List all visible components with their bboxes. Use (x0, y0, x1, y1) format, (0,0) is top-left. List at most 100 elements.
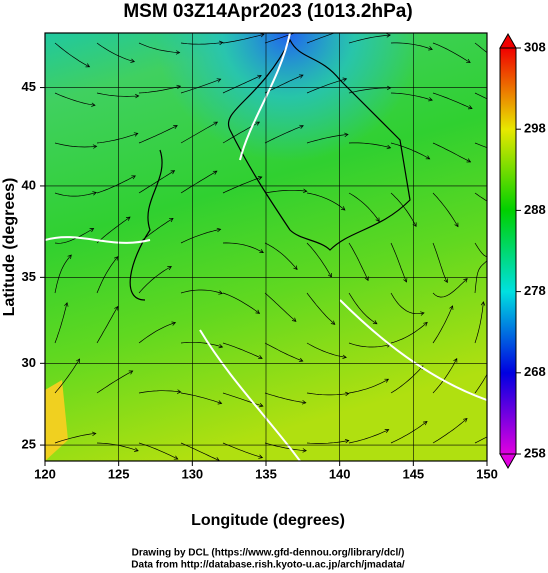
y-tick-label: 25 (22, 437, 36, 452)
streamline (474, 436, 487, 444)
streamline-arrow (298, 357, 304, 363)
streamline-arrow (453, 357, 458, 363)
streamline-arrow (386, 85, 392, 91)
streamline-arrow (302, 188, 308, 194)
streamline (96, 92, 139, 97)
streamline-arrow (168, 218, 174, 223)
streamline-arrow (114, 305, 119, 311)
y-tick-label: 45 (22, 79, 36, 94)
streamline (432, 92, 473, 109)
streamline (390, 365, 424, 394)
streamline-arrow (343, 28, 347, 32)
streamline-arrow (85, 63, 91, 68)
streamline-arrow (344, 391, 350, 397)
streamline (348, 87, 391, 94)
streamline-arrow (255, 309, 261, 314)
streamline (348, 292, 378, 325)
streamline-arrow (128, 370, 134, 375)
streamline-arrow (403, 278, 408, 283)
coastline (227, 38, 411, 251)
streamline-arrow (420, 311, 425, 316)
streamline (96, 175, 136, 194)
streamline (348, 142, 391, 149)
streamline (96, 306, 119, 344)
streamline (54, 192, 97, 197)
streamline-arrow (425, 155, 431, 160)
streamline (348, 242, 369, 281)
streamline (264, 242, 298, 270)
streamline-arrow (454, 222, 459, 228)
streamline-arrow (213, 121, 219, 126)
streamline-arrow (218, 343, 224, 349)
streamline-arrow (64, 302, 69, 307)
streamline (54, 433, 96, 444)
streamline-arrow (340, 206, 346, 211)
streamline (264, 392, 306, 404)
streamline (54, 42, 90, 68)
streamline (54, 254, 72, 294)
streamline (306, 242, 332, 278)
streamline (306, 342, 347, 358)
streamline (474, 92, 487, 100)
colorbar-max (499, 32, 517, 49)
streamline (306, 192, 346, 211)
streamline-arrow (299, 124, 304, 129)
streamline (348, 34, 391, 44)
streamline-arrow (364, 276, 369, 282)
streamline (96, 133, 138, 144)
x-tick-label: 130 (181, 466, 203, 481)
streamline-arrow (218, 40, 224, 46)
streamline-arrow (76, 358, 80, 364)
streamline-arrow (428, 46, 433, 51)
x-tick-label: 150 (476, 466, 498, 481)
colorbar-tick-label: 268 (524, 364, 546, 379)
streamline (138, 390, 181, 394)
streamline-arrow (134, 447, 139, 452)
streamline (138, 125, 178, 144)
streamline (54, 358, 80, 394)
streamline (180, 442, 220, 461)
streamline (264, 74, 304, 94)
streamline-arrow (384, 378, 390, 383)
streamline (390, 421, 428, 444)
streamline-arrow (488, 257, 492, 261)
streamline (138, 322, 176, 344)
streamline (474, 142, 487, 148)
streamline-arrow (217, 400, 223, 405)
chart-title: MSM 03Z14Apr2023 (1013.2hPa) (123, 1, 412, 22)
streamline-arrow (218, 290, 223, 295)
streamline (180, 78, 221, 94)
streamline (432, 358, 458, 394)
contour (239, 33, 291, 161)
streamline (474, 42, 487, 53)
streamline (390, 92, 433, 101)
streamline (96, 256, 119, 294)
streamline (390, 192, 417, 227)
streamline-arrow (463, 418, 468, 423)
x-tick-label: 145 (402, 466, 424, 481)
streamline (348, 192, 380, 222)
streamline (96, 42, 135, 63)
x-tick-label: 140 (329, 466, 351, 481)
credit: Data from http://database.rish.kyoto-u.a… (131, 560, 405, 571)
streamline (264, 125, 304, 144)
streamline-arrow (301, 29, 305, 33)
streamline (54, 302, 68, 344)
streamline-arrow (216, 78, 222, 83)
streamline (474, 301, 484, 344)
streamline-arrow (91, 102, 96, 107)
streamline-arrow (130, 58, 136, 63)
streamline-arrow (125, 216, 131, 221)
x-tick-label: 135 (255, 466, 277, 481)
streamline (138, 218, 174, 244)
streamline-arrow (258, 454, 264, 459)
plot-area (45, 28, 492, 461)
streamline-arrow (257, 74, 262, 79)
streamline (390, 42, 433, 50)
streamline (222, 292, 260, 314)
streamline (390, 292, 425, 315)
streamline (432, 305, 453, 344)
streamline (54, 228, 94, 244)
streamline (474, 260, 487, 294)
